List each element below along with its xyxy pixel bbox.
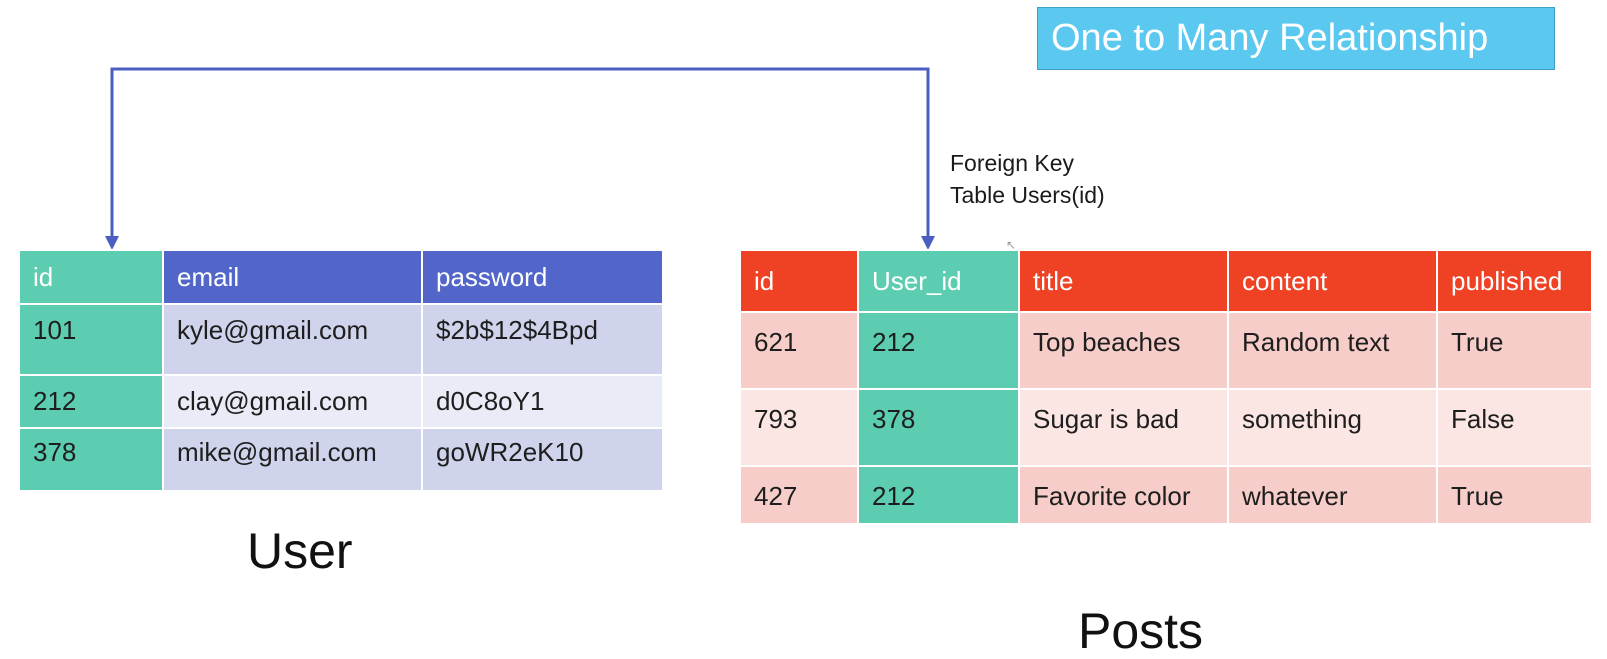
cell-password: goWR2eK10 xyxy=(421,427,664,492)
column-header-content: content xyxy=(1227,249,1438,313)
arrow-to-user-id xyxy=(105,236,119,250)
cell-email: kyle@gmail.com xyxy=(162,303,423,376)
foreign-key-label: Foreign Key xyxy=(950,150,1075,176)
cell-password: d0C8oY1 xyxy=(421,374,664,429)
table-row: 427 212 Favorite color whatever True xyxy=(739,465,1593,525)
column-header-id: id xyxy=(739,249,859,313)
column-header-title: title xyxy=(1018,249,1229,313)
cell-password: $2b$12$4Bpd xyxy=(421,303,664,376)
foreign-key-reference: Table Users(id) xyxy=(950,182,1105,208)
cell-content: Random text xyxy=(1227,311,1438,390)
diagram-title: One to Many Relationship xyxy=(1037,7,1555,70)
table-row: 793 378 Sugar is bad something False xyxy=(739,388,1593,467)
table-header-row: id User_id title content published xyxy=(739,249,1593,313)
posts-table: id User_id title content published 621 2… xyxy=(739,249,1593,525)
cell-id: 427 xyxy=(739,465,859,525)
connector-line xyxy=(110,67,930,238)
arrow-to-posts-user-id xyxy=(921,236,935,250)
column-header-email: email xyxy=(162,249,423,305)
cell-title: Top beaches xyxy=(1018,311,1229,390)
cell-id: 101 xyxy=(18,303,164,376)
column-header-id: id xyxy=(18,249,164,305)
cell-title: Favorite color xyxy=(1018,465,1229,525)
cell-id: 793 xyxy=(739,388,859,467)
cell-email: mike@gmail.com xyxy=(162,427,423,492)
cell-user-id: 212 xyxy=(857,311,1020,390)
table-header-row: id email password xyxy=(18,249,664,305)
foreign-key-note: Foreign Key Table Users(id) xyxy=(950,147,1105,211)
cell-id: 378 xyxy=(18,427,164,492)
cell-id: 212 xyxy=(18,374,164,429)
cell-published: False xyxy=(1436,388,1593,467)
column-header-published: published xyxy=(1436,249,1593,313)
user-table: id email password 101 kyle@gmail.com $2b… xyxy=(18,249,664,492)
column-header-user-id: User_id xyxy=(857,249,1020,313)
cell-user-id: 212 xyxy=(857,465,1020,525)
cell-content: something xyxy=(1227,388,1438,467)
table-row: 101 kyle@gmail.com $2b$12$4Bpd xyxy=(18,303,664,376)
posts-table-caption: Posts xyxy=(1078,603,1204,659)
table-row: 212 clay@gmail.com d0C8oY1 xyxy=(18,374,664,429)
cell-content: whatever xyxy=(1227,465,1438,525)
cell-id: 621 xyxy=(739,311,859,390)
cell-published: True xyxy=(1436,465,1593,525)
user-table-caption: User xyxy=(247,523,353,579)
column-header-password: password xyxy=(421,249,664,305)
mouse-pointer-icon: ↖ xyxy=(1006,238,1017,252)
table-row: 621 212 Top beaches Random text True xyxy=(739,311,1593,390)
cell-published: True xyxy=(1436,311,1593,390)
cell-email: clay@gmail.com xyxy=(162,374,423,429)
table-row: 378 mike@gmail.com goWR2eK10 xyxy=(18,427,664,492)
cell-title: Sugar is bad xyxy=(1018,388,1229,467)
cell-user-id: 378 xyxy=(857,388,1020,467)
